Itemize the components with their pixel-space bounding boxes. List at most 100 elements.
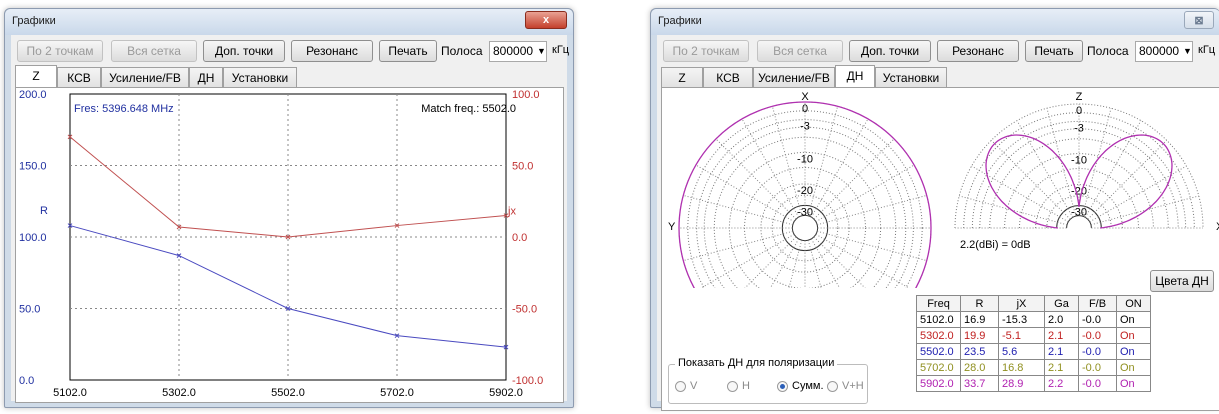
right-client-area: По 2 точкам Вся сетка Доп. точки Резонан… [657,35,1219,411]
polarization-vh-radio[interactable]: V+H [827,380,864,392]
right-tick-label: -50.0 [512,304,537,316]
column-header[interactable]: jX [998,295,1045,312]
pattern-spoke [771,106,803,216]
band-value: 800000 [493,44,534,58]
elevation-pattern-trace [985,134,1173,229]
close-icon: x [542,14,550,26]
table-cell: 5902.0 [916,375,961,392]
x-tick-label: 5102.0 [53,387,87,399]
band-select[interactable]: 800000 [489,41,547,62]
polarization-sum-radio[interactable]: Сумм. [777,380,824,392]
data-point-jx [176,224,182,230]
right-tick-label: 0.0 [512,232,527,244]
pattern-spoke [990,139,1071,220]
right-title-bar: Графики ⊠ [651,9,1219,35]
tab-settings[interactable]: Установки [223,67,297,87]
table-cell: 2.1 [1044,327,1079,344]
tab-pattern[interactable]: ДН [189,67,223,87]
ring-label: 0 [1076,105,1082,117]
print-button[interactable]: Печать [379,40,437,62]
ring-label: -30 [1071,207,1087,219]
resonance-button[interactable]: Резонанс [937,40,1019,62]
pattern-ring [979,128,1179,229]
pattern-ring [771,194,839,262]
table-cell: -0.0 [1078,375,1117,392]
pattern-panel: 0 -3 -10 -20 -30 0 -3 -10 -20 -30 X Y Z X 2.2(dB… [661,87,1219,411]
band-value: 800000 [1139,44,1180,58]
chevron-down-icon[interactable]: ▼ [1183,46,1192,56]
pattern-spoke [1081,108,1112,217]
resonance-button[interactable]: Резонанс [291,40,373,62]
pattern-spoke [813,236,895,318]
whole-grid-button[interactable]: Вся сетка [111,40,197,62]
column-header[interactable]: Freq [916,295,961,312]
by-two-points-button[interactable]: По 2 точкам [663,40,749,62]
pattern-ring [744,167,866,289]
extra-points-button[interactable]: Доп. точки [203,40,285,62]
ring-label: -3 [1074,122,1084,134]
pattern-spoke [771,240,803,350]
table-row[interactable]: 5102.0 16.9 -15.3 2.0 -0.0 On [916,311,1151,328]
whole-grid-button[interactable]: Вся сетка [757,40,843,62]
pattern-colors-button[interactable]: Цвета ДН [1150,270,1214,292]
tab-settings[interactable]: Установки [875,67,947,87]
ring-label: -20 [797,185,813,197]
pattern-spoke [971,165,1069,223]
table-cell: 2.1 [1044,343,1079,360]
table-row[interactable]: 5902.0 33.7 28.9 2.2 -0.0 On [916,375,1151,392]
band-unit: кГц [552,44,570,56]
left-window-title: Графики [12,15,56,27]
table-row[interactable]: 5502.0 23.5 5.6 2.1 -0.0 On [916,343,1151,360]
series-line-jx [69,136,507,238]
polarization-v-radio[interactable]: V [675,380,697,392]
x-tick-label: 5702.0 [380,387,414,399]
tab-gain-fb[interactable]: Усиление/FB [101,67,189,87]
pattern-spoke [817,194,927,226]
right-close-button[interactable]: ⊠ [1184,11,1214,29]
table-row[interactable]: 5702.0 28.0 16.8 2.1 -0.0 On [916,359,1151,376]
ring-label: -30 [797,206,813,218]
by-two-points-button[interactable]: По 2 точкам [17,40,103,62]
pattern-ring [703,126,907,330]
pattern-spoke [813,138,895,220]
column-header[interactable]: Ga [1044,295,1079,312]
tab-z[interactable]: Z [661,67,703,87]
band-select[interactable]: 800000 [1135,41,1193,62]
radio-dot-icon [727,380,738,392]
table-cell: 5502.0 [916,343,961,360]
data-point-r [67,223,73,228]
pattern-spoke [741,118,800,218]
table-row[interactable]: 5302.0 19.9 -5.1 2.1 -0.0 On [916,327,1151,344]
pattern-spoke [741,238,800,338]
right-axis-side-label: X [1216,221,1219,233]
left-tab-strip: Z КСВ Усиление/FB ДН Установки [11,65,567,87]
tab-z[interactable]: Z [15,65,57,87]
close-icon: ⊠ [1194,14,1204,27]
results-table-body: 5102.0 16.9 -15.3 2.0 -0.0 On 5302.0 19.9 -5.1 2.… [916,311,1151,392]
table-cell: 5302.0 [916,327,961,344]
print-button[interactable]: Печать [1025,40,1083,62]
tab-swr[interactable]: КСВ [703,67,753,87]
data-point-jx [285,234,291,240]
pattern-ring [1066,215,1092,229]
chevron-down-icon[interactable]: ▼ [537,46,546,56]
polarization-h-radio[interactable]: H [727,380,750,392]
pattern-spoke [1046,108,1077,217]
column-header[interactable]: F/B [1078,295,1117,312]
column-header[interactable]: ON [1116,295,1151,312]
pattern-spoke [817,230,927,262]
right-tick-label: 100.0 [512,89,540,101]
extra-points-button[interactable]: Доп. точки [849,40,931,62]
left-tick-label: 100.0 [19,232,47,244]
pattern-spoke [715,138,797,220]
azimuth-pattern: 0 -3 -10 -20 -30 [678,101,932,355]
left-tick-label: 50.0 [19,304,40,316]
right-axis-label: jx [507,206,516,218]
left-close-button[interactable]: x [525,11,567,29]
tab-gain-fb[interactable]: Усиление/FB [753,67,835,87]
tab-swr[interactable]: КСВ [57,67,101,87]
tab-pattern[interactable]: ДН [835,65,875,87]
right-tick-label: 50.0 [512,161,533,173]
pattern-ring [781,204,829,252]
column-header[interactable]: R [960,295,999,312]
